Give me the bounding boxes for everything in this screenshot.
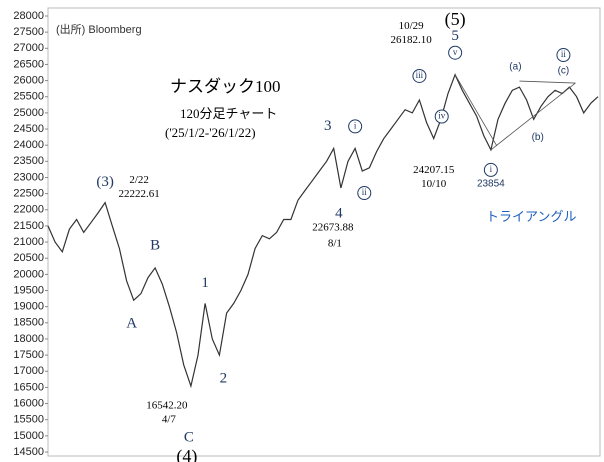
y-tick-label: 17500 <box>13 349 44 361</box>
y-tick-label: 25500 <box>13 91 44 103</box>
y-tick-label: 27000 <box>13 42 44 54</box>
y-tick-label: 19000 <box>13 301 44 313</box>
annotation: 24207.15 <box>413 164 455 176</box>
triangle-line <box>490 82 576 151</box>
y-tick-label: 17000 <box>13 365 44 377</box>
wave-circle <box>556 48 571 63</box>
annotation: ii <box>362 187 368 197</box>
annotation: 3 <box>324 118 332 134</box>
annotation: i <box>490 164 493 174</box>
y-tick-label: 22500 <box>13 188 44 200</box>
y-tick-label: 21500 <box>13 220 44 232</box>
y-tick-label: 15500 <box>13 414 44 426</box>
annotation: 5 <box>451 28 459 44</box>
annotation: (c) <box>558 66 570 77</box>
annotation: A <box>126 316 137 332</box>
annotation: 10/10 <box>421 178 447 190</box>
wave-circle <box>448 45 463 60</box>
annotation: B <box>150 237 160 253</box>
annotation: 22222.61 <box>119 188 160 200</box>
annotation: v <box>453 47 458 57</box>
y-tick-label: 15000 <box>13 430 44 442</box>
annotation: 22673.88 <box>312 222 354 234</box>
annotation: iii <box>416 70 424 80</box>
annotation: 2 <box>220 371 228 387</box>
annotation: (5) <box>445 9 466 30</box>
annotation: 16542.20 <box>146 400 188 412</box>
annotation: 1 <box>201 275 209 291</box>
triangle-line <box>519 80 576 84</box>
annotation: 4 <box>335 205 343 221</box>
y-tick-label: 20000 <box>13 268 44 280</box>
annotation: 10/29 <box>399 20 425 32</box>
chart-subtitle: 120分足チャート <box>180 106 277 121</box>
annotation: 4/7 <box>162 414 177 426</box>
y-tick-label: 18500 <box>13 317 44 329</box>
y-tick-label: 22000 <box>13 204 44 216</box>
y-tick-label: 18000 <box>13 333 44 345</box>
wave-circle <box>412 68 427 83</box>
annotation: i <box>354 120 357 130</box>
y-tick-label: 24000 <box>13 139 44 151</box>
y-tick-label: 26500 <box>13 58 44 70</box>
annotation: 2/22 <box>129 174 149 186</box>
y-tick-label: 25000 <box>13 107 44 119</box>
y-tick-label: 23500 <box>13 155 44 167</box>
y-tick-label: 24500 <box>13 123 44 135</box>
annotation: 26182.10 <box>391 34 433 46</box>
annotation: 23854 <box>477 179 505 190</box>
annotation: iv <box>438 111 446 121</box>
annotation: (b) <box>532 132 544 143</box>
wave-circle <box>348 119 363 134</box>
plot-frame <box>47 7 601 457</box>
source: (出所) Bloomberg <box>56 22 142 36</box>
chart-title: ナスダック100 <box>170 77 281 96</box>
annotation: (4) <box>176 446 197 462</box>
y-tick-label: 16000 <box>13 397 44 409</box>
y-tick-label: 27500 <box>13 26 44 38</box>
wave-circle <box>434 109 449 124</box>
wave-circle <box>483 162 498 177</box>
y-tick-label: 20500 <box>13 252 44 264</box>
y-tick-label: 14500 <box>13 446 44 458</box>
y-tick-label: 28000 <box>13 10 44 22</box>
y-tick-label: 21000 <box>13 236 44 248</box>
annotation: C <box>184 429 194 445</box>
y-tick-label: 23000 <box>13 171 44 183</box>
wave-circle <box>357 186 372 201</box>
triangle-line <box>454 74 498 147</box>
y-tick-label: 19500 <box>13 284 44 296</box>
annotation: 8/1 <box>328 238 342 250</box>
y-tick-label: 16500 <box>13 381 44 393</box>
chart-period: ('25/1/2-'26/1/22) <box>165 125 256 140</box>
annotation: (3) <box>96 174 114 190</box>
annotation: (a) <box>509 62 521 73</box>
y-tick-label: 26000 <box>13 74 44 86</box>
pattern-label: トライアングル <box>486 209 576 224</box>
price-line <box>47 73 599 389</box>
annotation: ii <box>561 49 567 59</box>
